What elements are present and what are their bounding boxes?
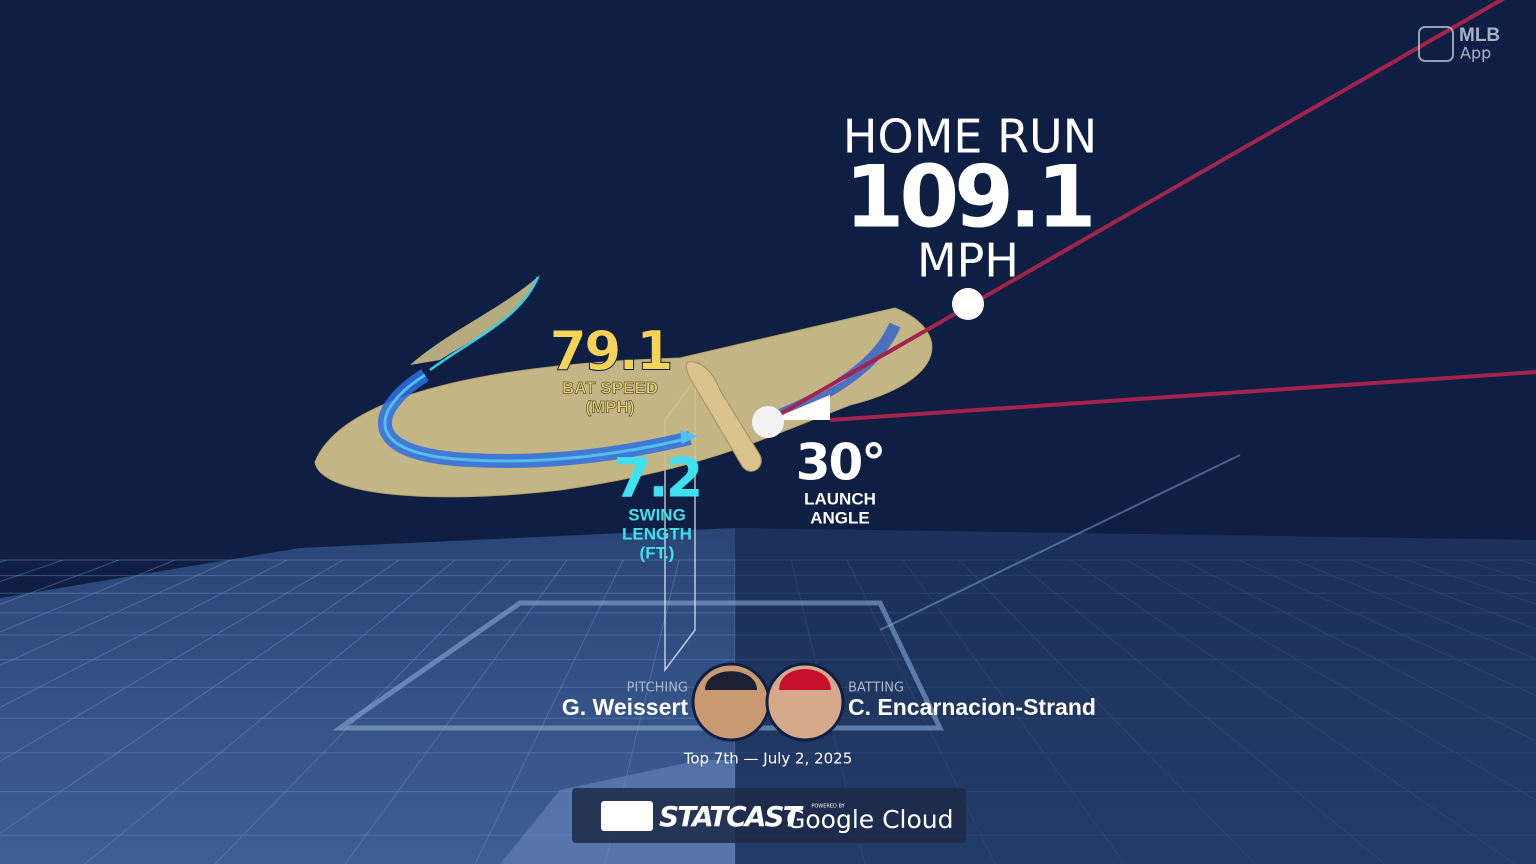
footer-powered: POWERED BY [811, 804, 845, 810]
app-badge-line1: MLB [1459, 25, 1500, 46]
batter-name: C. Encarnacion-Strand [848, 694, 1096, 720]
bat-speed-value: 79.1 [549, 320, 670, 383]
mlb-logo [601, 801, 653, 831]
launch-angle-value: 30° [796, 434, 885, 492]
swing-path-start [429, 276, 540, 372]
swing-length-value: 7.2 [614, 447, 701, 510]
batter-role: BATTING [848, 681, 904, 696]
exit-velocity: 109.1 [844, 147, 1091, 247]
footer-partner: Google Cloud [786, 805, 954, 834]
grid-line [0, 559, 232, 667]
exit-velocity-unit: MPH [917, 234, 1019, 288]
pitcher-name: G. Weissert [562, 694, 688, 720]
swing-length-unit: (FT.) [640, 543, 675, 562]
game-info: Top 7th — July 2, 2025 [683, 750, 853, 768]
result-title: HOME RUN [843, 110, 1097, 164]
contact-ball [752, 406, 784, 438]
ball-trajectory [769, 0, 1506, 422]
swing-plane-tail [410, 275, 540, 365]
swing-length-label2: LENGTH [622, 524, 692, 543]
bat-speed-unit: (MPH) [585, 397, 634, 416]
bat [685, 361, 762, 472]
swing-path [383, 373, 691, 463]
grid-line [0, 559, 344, 762]
swing-plane [314, 307, 933, 498]
pitcher-cap [705, 671, 757, 690]
batter-cap [779, 669, 831, 690]
launch-angle-label1: LAUNCH [804, 489, 876, 508]
grid-line [84, 559, 456, 864]
swing-arrow [680, 430, 698, 444]
launch-angle-wedge [770, 395, 830, 420]
footer-brand: STATCAST [659, 800, 804, 833]
footer-badge [572, 788, 966, 843]
pitch-trajectory [829, 370, 1536, 422]
grid-line [0, 559, 176, 633]
shadow [735, 528, 1536, 864]
grid-line [0, 559, 400, 834]
app-icon [1418, 26, 1454, 62]
bat-speed-label: BAT SPEED [562, 378, 658, 397]
swing-length-label1: SWING [628, 505, 686, 524]
launch-angle-label2: ANGLE [810, 508, 870, 527]
grid-line [344, 559, 568, 864]
foul-line [879, 454, 1241, 631]
grid-line [474, 559, 624, 864]
app-badge-line2: App [1460, 44, 1491, 63]
ball [952, 288, 984, 320]
pitcher-role: PITCHING [627, 681, 688, 696]
grid-line [0, 559, 288, 708]
